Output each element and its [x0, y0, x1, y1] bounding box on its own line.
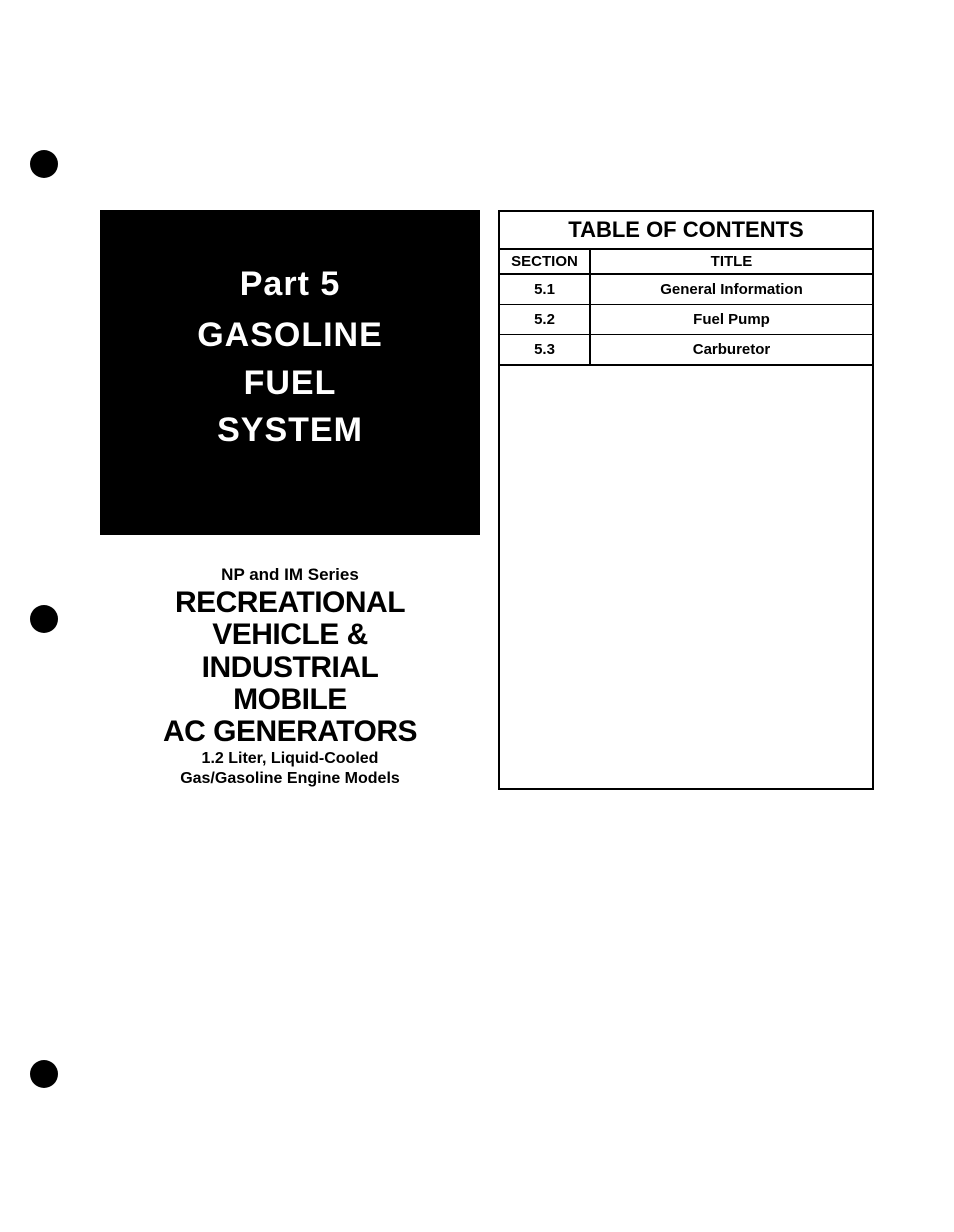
hole-punch-top: [30, 150, 58, 178]
hole-punch-middle: [30, 605, 58, 633]
toc-cell-section: 5.1: [500, 274, 590, 305]
title-line-3: SYSTEM: [120, 407, 460, 455]
toc-cell-title: Fuel Pump: [590, 305, 872, 335]
toc-row: 5.3 Carburetor: [500, 335, 872, 366]
toc-box: TABLE OF CONTENTS SECTION TITLE 5.1 Gene…: [498, 210, 874, 790]
category-line-1: RECREATIONAL: [100, 587, 480, 619]
toc-row: 5.1 General Information: [500, 274, 872, 305]
part-label: Part 5: [120, 265, 460, 304]
hole-punch-bottom: [30, 1060, 58, 1088]
toc-table: SECTION TITLE 5.1 General Information 5.…: [500, 250, 872, 366]
toc-col-section: SECTION: [500, 250, 590, 274]
category-line-2: VEHICLE &: [100, 619, 480, 651]
title-line-2: FUEL: [120, 360, 460, 408]
toc-cell-title: Carburetor: [590, 335, 872, 366]
category-line-4: MOBILE: [100, 684, 480, 716]
toc-row: 5.2 Fuel Pump: [500, 305, 872, 335]
content-area: Part 5 GASOLINE FUEL SYSTEM NP and IM Se…: [100, 210, 874, 790]
toc-header-row: SECTION TITLE: [500, 250, 872, 274]
part-title-box: Part 5 GASOLINE FUEL SYSTEM: [100, 210, 480, 535]
toc-cell-section: 5.2: [500, 305, 590, 335]
left-column: Part 5 GASOLINE FUEL SYSTEM NP and IM Se…: [100, 210, 480, 790]
toc-col-title: TITLE: [590, 250, 872, 274]
category-line-5: AC GENERATORS: [100, 716, 480, 748]
toc-cell-section: 5.3: [500, 335, 590, 366]
series-info: NP and IM Series RECREATIONAL VEHICLE & …: [100, 565, 480, 789]
subtitle-line-2: Gas/Gasoline Engine Models: [100, 769, 480, 789]
subtitle-line-1: 1.2 Liter, Liquid-Cooled: [100, 749, 480, 769]
toc-header: TABLE OF CONTENTS: [500, 212, 872, 250]
toc-cell-title: General Information: [590, 274, 872, 305]
title-line-1: GASOLINE: [120, 312, 460, 360]
category-line-3: INDUSTRIAL: [100, 652, 480, 684]
series-label: NP and IM Series: [100, 565, 480, 585]
